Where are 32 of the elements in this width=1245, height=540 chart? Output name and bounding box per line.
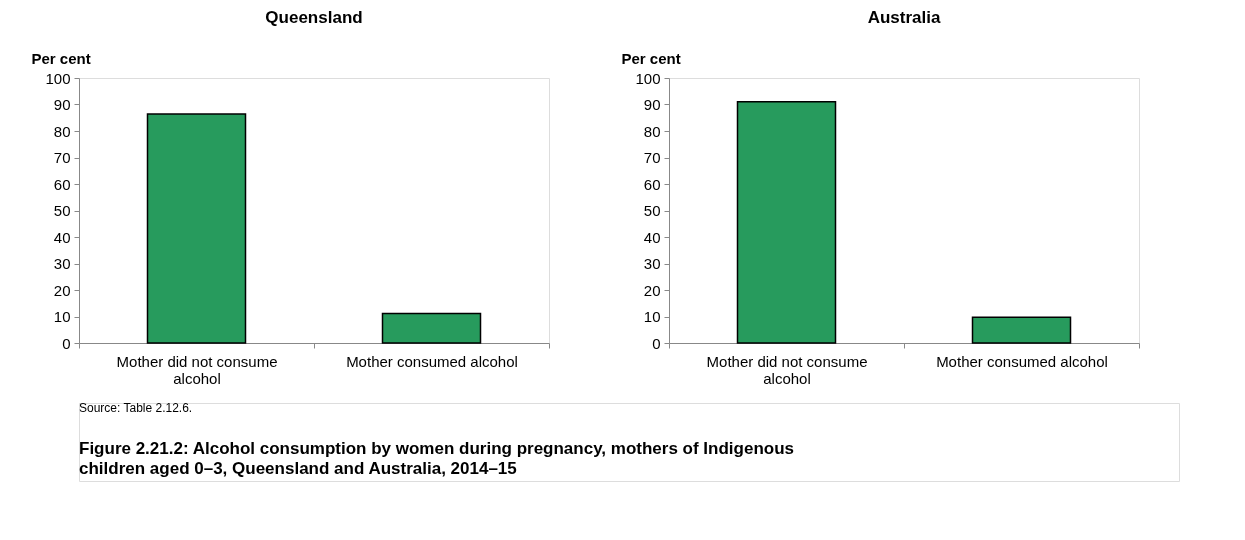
y-tick-label: 60 [53,175,71,193]
x-tick-label: Mother consumed alcohol [346,352,518,370]
x-tick-label: Mother did not consume alcohol [706,352,868,387]
y-tick-label: 60 [643,175,661,193]
chart-title: Australia [867,8,941,27]
y-tick-label: 90 [643,96,661,113]
y-tick-label: 30 [53,255,71,272]
y-tick-label: 80 [643,122,661,140]
y-tick-label: 100 [45,69,71,87]
source-note: Source: Table 2.12.6. [79,401,193,415]
y-tick-label: 70 [643,149,661,166]
text: Figure 2.21.2: Alcohol consumption by women during pregnancy, mothers of Indigenous children aged 0–3, Queensland and Australia, 2014–15 [79,439,795,478]
y-tick-label: 20 [643,281,661,299]
y-tick-label: 0 [652,334,661,352]
y-tick-label: 80 [53,122,71,140]
y-tick-label: 50 [53,202,71,219]
y-tick-label: 100 [635,69,661,87]
chart-title: Queensland [265,8,363,27]
y-tick-label: 50 [643,202,661,219]
y-tick-label: 40 [643,228,661,246]
y-tick-label: 90 [53,96,71,113]
y-tick-label: 10 [643,308,661,325]
x-tick-label: Mother did not consume alcohol [116,352,278,387]
y-tick-label: 40 [53,228,71,246]
x-tick-label: Mother consumed alcohol [936,352,1108,370]
y-axis-title: Per cent [31,49,91,67]
y-tick-label: 30 [643,255,661,272]
y-axis-title: Per cent [621,49,681,67]
y-tick-label: 10 [53,308,71,325]
y-tick-label: 70 [53,149,71,166]
y-tick-label: 20 [53,281,71,299]
y-tick-label: 0 [62,334,71,352]
